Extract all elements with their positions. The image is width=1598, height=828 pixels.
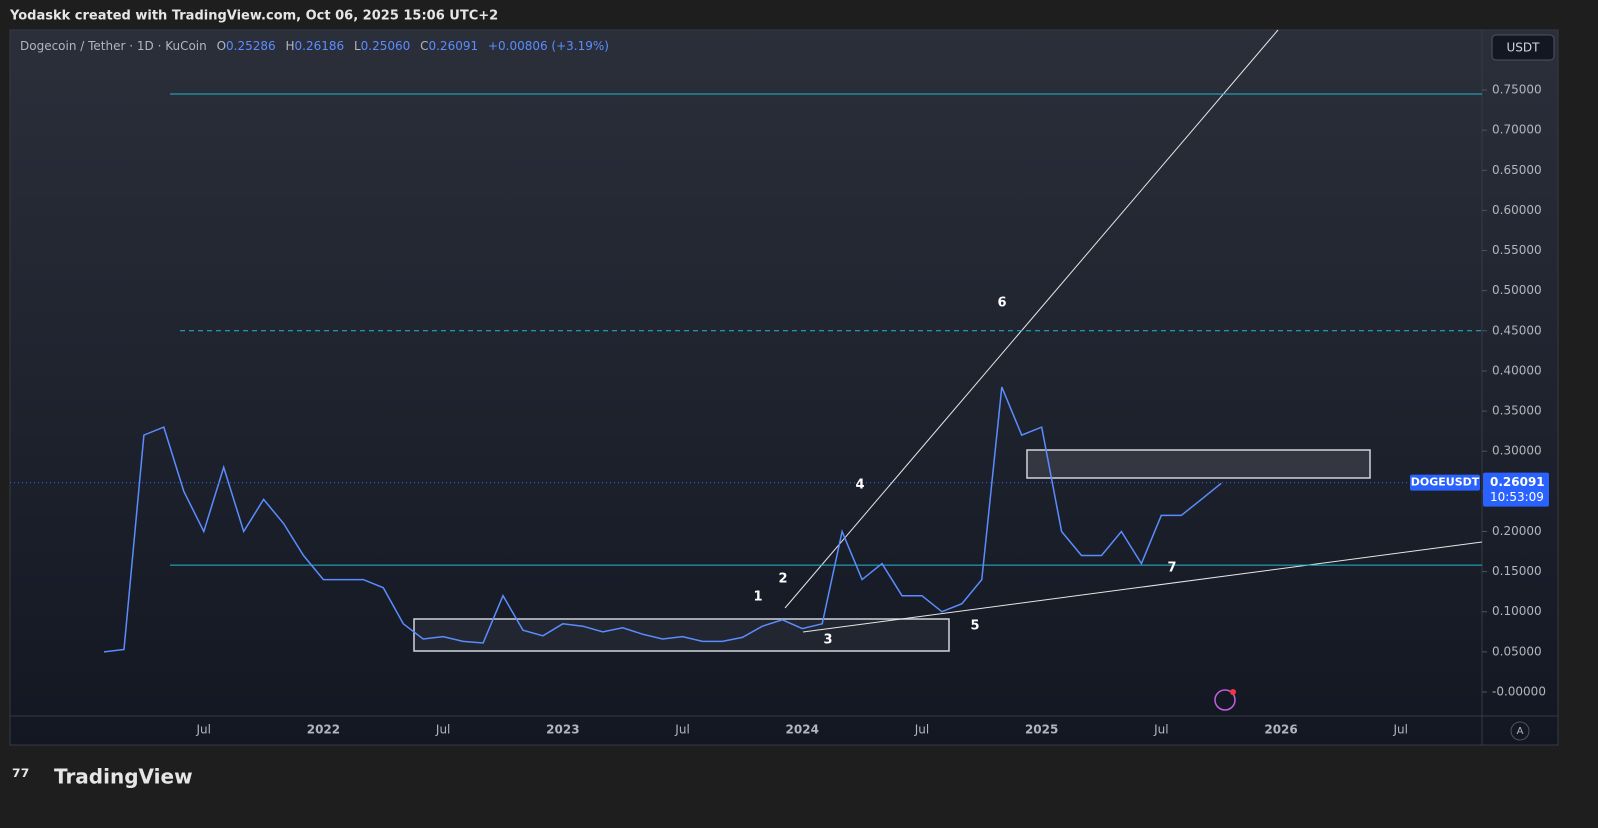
legend: Dogecoin / Tether · 1D · KuCoin O0.25286… [20,39,609,53]
currency[interactable]: USDT [1507,41,1541,55]
x-tick-label: Jul [196,723,211,737]
x-tick-label: 2023 [546,723,579,737]
y-tick-label: 0.60000 [1492,203,1542,217]
y-tick-label: 0.50000 [1492,283,1542,297]
wave-label: 2 [778,572,787,587]
x-tick-label: 2022 [307,723,340,737]
wave-label: 7 [1167,561,1176,576]
x-tick-label: Jul [1393,723,1408,737]
wave-label: 4 [855,478,864,493]
change: +0.00806 (+3.19%) [488,39,609,53]
alert-icon[interactable] [1214,689,1236,711]
countdown: 10:53:09 [1490,490,1544,504]
ohlc-value: 0.26186 [295,39,345,53]
x-tick-label: 2025 [1025,723,1058,737]
price-tag [1483,472,1549,507]
wave-label: 1 [753,590,762,605]
ohlc-value: 0.26091 [428,39,478,53]
x-tick-label: Jul [914,723,929,737]
x-tick-label: Jul [1153,723,1168,737]
x-tick-label: Jul [435,723,450,737]
range-box [413,618,950,652]
ohlc-value: 0.25286 [226,39,276,53]
ohlc-key: H [285,39,294,53]
scale-button[interactable] [1510,721,1530,741]
y-tick-label: 0.40000 [1492,363,1542,377]
x-tick-label: Jul [674,723,689,737]
y-tick-label: 0.55000 [1492,243,1542,257]
ohlc-key: C [420,39,428,53]
logo-mark: ⁷⁷ [12,765,30,789]
y-tick-label: 0.45000 [1492,323,1542,337]
ohlc-key: O [217,39,226,53]
y-tick-label: 0.70000 [1492,123,1542,137]
alert-dot [1230,689,1236,695]
wave-label: 6 [997,296,1006,311]
support-line [802,541,1483,633]
x-tick-label: 2024 [786,723,819,737]
header: Yodaskk created with TradingView.com, Oc… [9,9,498,24]
wave-label: 5 [970,619,979,634]
last-price: 0.26091 [1490,475,1545,489]
symbol-tag [1410,474,1480,491]
y-tick-label: 0.10000 [1492,604,1542,618]
y-tick-label: 0.75000 [1492,83,1542,97]
y-tick-label: 0.35000 [1492,404,1542,418]
symbol-label: DOGEUSDT [1411,476,1480,489]
price-line [103,386,1222,653]
logo: TradingView [54,765,193,789]
currency-button[interactable] [1491,34,1555,61]
y-tick-label: 0.15000 [1492,564,1542,578]
scale-mode[interactable]: A [1517,726,1524,737]
ohlc-value: 0.25060 [361,39,411,53]
x-tick-label: 2026 [1264,723,1297,737]
chart-pane [9,29,1559,746]
symbol-title: Dogecoin / Tether · 1D · KuCoin [20,39,207,53]
resistance-box [1026,449,1371,479]
y-tick-label: 0.05000 [1492,644,1542,658]
y-tick-label: -0.00000 [1492,685,1546,699]
y-tick-label: 0.20000 [1492,524,1542,538]
ohlc-key: L [354,39,361,53]
trend-line [784,29,1279,609]
y-tick-label: 0.65000 [1492,163,1542,177]
y-tick-label: 0.30000 [1492,444,1542,458]
wave-label: 3 [823,633,832,648]
